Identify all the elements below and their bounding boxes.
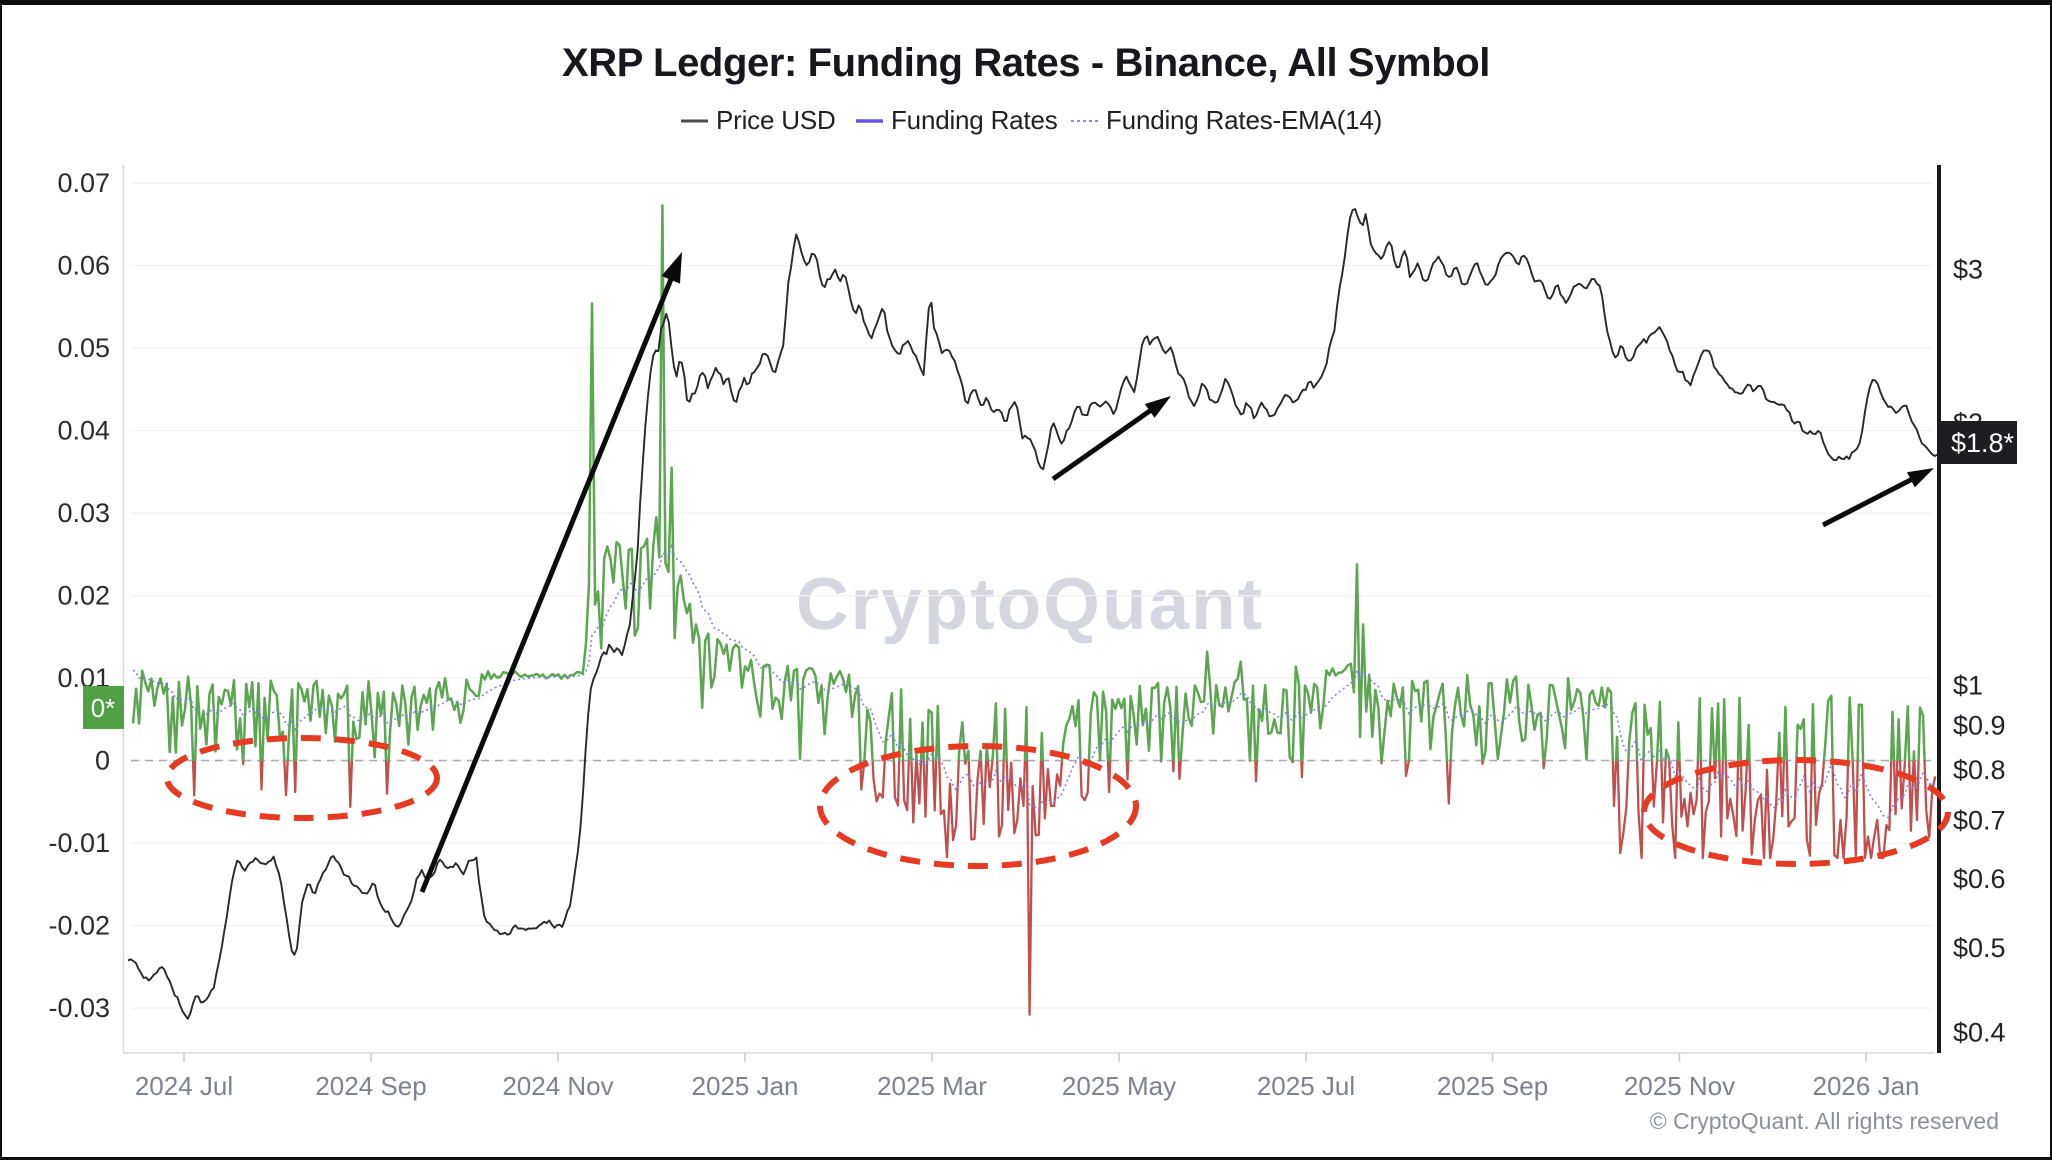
svg-text:$1: $1 xyxy=(1953,671,1983,701)
svg-text:$3: $3 xyxy=(1953,255,1983,285)
svg-text:2025 Jul: 2025 Jul xyxy=(1257,1071,1355,1101)
svg-text:$0.8: $0.8 xyxy=(1953,755,2006,785)
svg-text:2024 Nov: 2024 Nov xyxy=(502,1071,613,1101)
svg-text:0.06: 0.06 xyxy=(57,251,110,281)
svg-text:2025 May: 2025 May xyxy=(1062,1071,1176,1101)
svg-text:$0.6: $0.6 xyxy=(1953,864,2006,894)
svg-text:2026 Jan: 2026 Jan xyxy=(1813,1071,1920,1101)
svg-text:2024 Sep: 2024 Sep xyxy=(315,1071,426,1101)
svg-text:-0.02: -0.02 xyxy=(48,911,110,941)
svg-text:XRP Ledger: Funding Rates - Bi: XRP Ledger: Funding Rates - Binance, All… xyxy=(562,41,1490,85)
svg-text:2025 Jan: 2025 Jan xyxy=(692,1071,799,1101)
svg-text:0.05: 0.05 xyxy=(57,333,110,363)
svg-text:-0.03: -0.03 xyxy=(48,993,110,1023)
svg-text:$0.7: $0.7 xyxy=(1953,806,2006,836)
svg-text:0.02: 0.02 xyxy=(57,581,110,611)
svg-text:$0.4: $0.4 xyxy=(1953,1018,2006,1048)
svg-text:-0.01: -0.01 xyxy=(48,828,110,858)
svg-text:Funding Rates-EMA(14): Funding Rates-EMA(14) xyxy=(1106,105,1382,135)
svg-text:0.07: 0.07 xyxy=(57,168,110,198)
svg-text:2025 Nov: 2025 Nov xyxy=(1624,1071,1735,1101)
svg-text:© CryptoQuant. All rights rese: © CryptoQuant. All rights reserved xyxy=(1650,1108,1999,1134)
svg-text:0.04: 0.04 xyxy=(57,416,110,446)
svg-text:CryptoQuant: CryptoQuant xyxy=(796,564,1264,645)
svg-text:$0.5: $0.5 xyxy=(1953,933,2006,963)
svg-text:Price USD: Price USD xyxy=(716,105,836,135)
svg-text:2025 Mar: 2025 Mar xyxy=(877,1071,987,1101)
svg-text:2025 Sep: 2025 Sep xyxy=(1437,1071,1548,1101)
svg-text:$0.9: $0.9 xyxy=(1953,711,2006,741)
svg-text:$1.8*: $1.8* xyxy=(1951,428,2015,458)
svg-text:Funding Rates: Funding Rates xyxy=(891,105,1058,135)
svg-text:0: 0 xyxy=(95,746,110,776)
svg-text:0*: 0* xyxy=(91,693,116,723)
svg-text:0.03: 0.03 xyxy=(57,498,110,528)
svg-text:2024 Jul: 2024 Jul xyxy=(135,1071,233,1101)
